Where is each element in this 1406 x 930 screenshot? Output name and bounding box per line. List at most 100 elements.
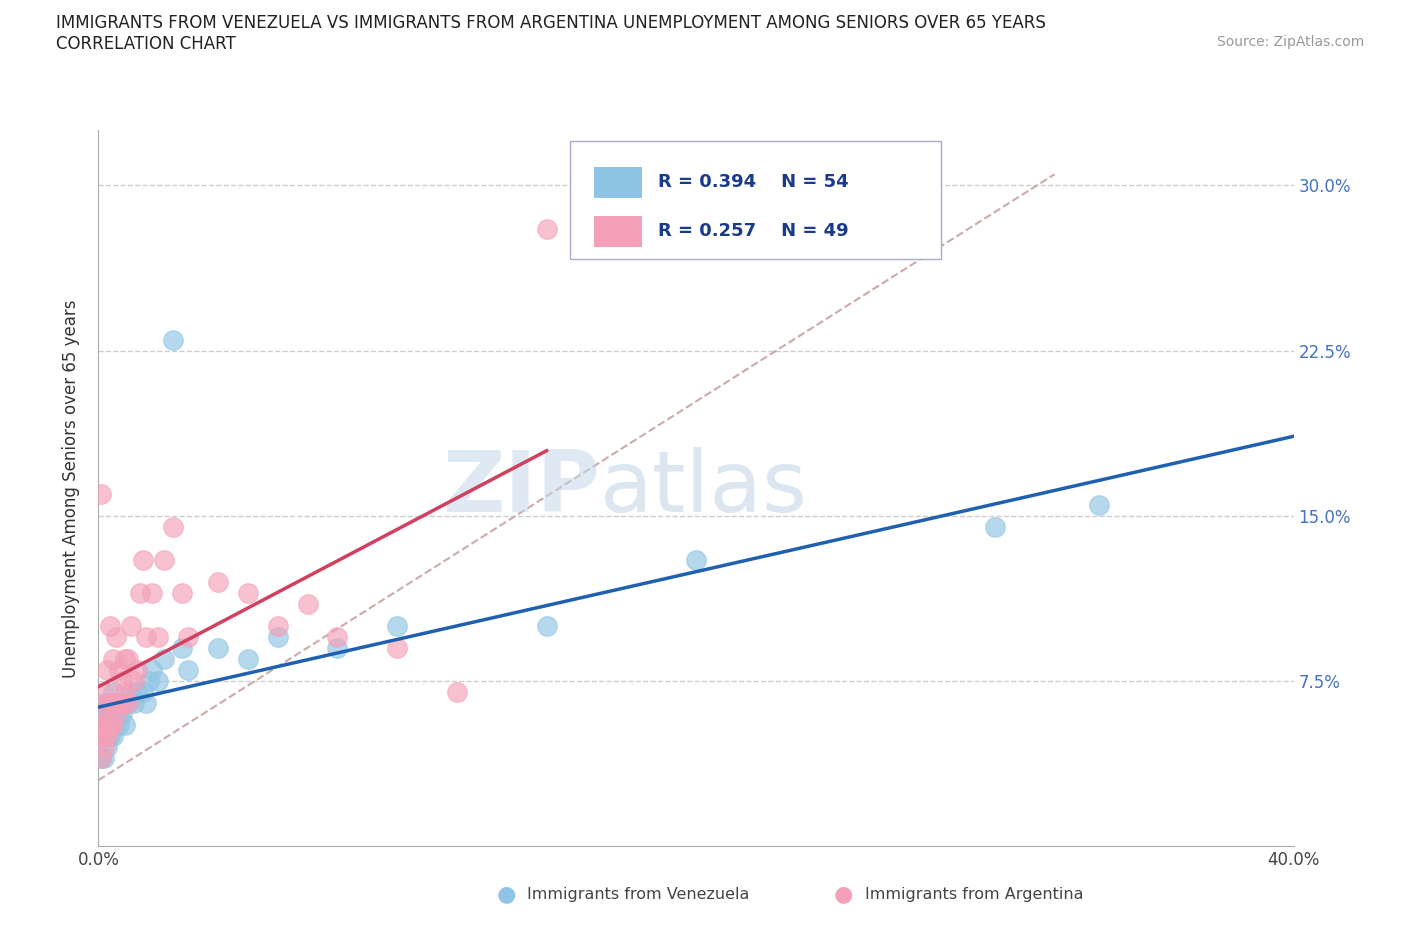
Point [90,718,112,733]
Point [172,641,194,656]
Point [127,684,149,699]
Point [162,519,184,534]
Point [90,729,112,744]
Point [153,552,176,567]
FancyBboxPatch shape [571,141,941,259]
Point [114,652,136,667]
Text: Immigrants from Argentina: Immigrants from Argentina [865,887,1083,902]
Point [148,673,170,688]
Text: Source: ZipAtlas.com: Source: ZipAtlas.com [1216,35,1364,49]
Point [105,696,128,711]
Point [124,673,146,688]
Point [93,707,115,722]
Text: atlas: atlas [600,446,808,530]
Point [207,641,229,656]
Point [120,618,142,633]
Text: IMMIGRANTS FROM VENEZUELA VS IMMIGRANTS FROM ARGENTINA UNEMPLOYMENT AMONG SENIOR: IMMIGRANTS FROM VENEZUELA VS IMMIGRANTS … [56,14,1046,32]
Text: ZIP: ZIP [443,446,600,530]
Point [103,718,125,733]
Point [100,729,122,744]
Point [96,718,118,733]
Point [124,696,146,711]
Point [177,662,200,677]
Point [103,696,125,711]
Point [105,707,128,722]
Point [162,332,184,347]
Point [100,707,122,722]
Point [93,739,115,754]
Point [117,696,139,711]
Point [93,718,115,733]
Point [117,652,139,667]
Point [90,729,112,744]
Y-axis label: Unemployment Among Seniors over 65 years: Unemployment Among Seniors over 65 years [62,299,80,677]
Point [114,684,136,699]
Point [177,630,200,644]
Text: CORRELATION CHART: CORRELATION CHART [56,35,236,53]
Point [96,729,118,744]
Point [96,662,118,677]
Point [93,729,115,744]
Point [103,707,125,722]
Point [446,684,468,699]
Point [117,696,139,711]
Point [96,707,118,722]
Point [207,575,229,590]
Point [103,729,125,744]
Point [108,718,131,733]
Point [685,552,707,567]
Point [93,684,115,699]
Text: Immigrants from Venezuela: Immigrants from Venezuela [527,887,749,902]
Point [108,696,131,711]
Point [105,630,128,644]
Point [132,684,155,699]
Point [96,696,118,711]
Point [90,718,112,733]
Point [111,707,134,722]
Point [267,618,290,633]
Point [236,652,259,667]
Point [385,641,409,656]
Point [90,707,112,722]
Point [267,630,290,644]
Point [93,751,115,765]
Point [100,718,122,733]
Point [132,552,155,567]
Point [135,696,157,711]
Text: R = 0.257    N = 49: R = 0.257 N = 49 [658,222,848,240]
Point [148,630,170,644]
Point [120,684,142,699]
Point [236,586,259,601]
Point [93,707,115,722]
Point [103,718,125,733]
Point [536,618,558,633]
Point [105,696,128,711]
Point [114,696,136,711]
Text: ●: ● [496,884,516,905]
Point [108,696,131,711]
Point [153,652,176,667]
Point [536,222,558,237]
Point [100,696,122,711]
Text: R = 0.394    N = 54: R = 0.394 N = 54 [658,173,848,192]
Point [326,630,349,644]
Point [90,486,112,501]
Point [108,707,131,722]
Point [96,718,118,733]
Point [100,718,122,733]
Point [103,684,125,699]
Point [111,673,134,688]
Point [111,696,134,711]
Point [141,662,163,677]
Point [90,751,112,765]
Point [100,696,122,711]
Point [93,729,115,744]
Point [103,652,125,667]
Point [111,696,134,711]
FancyBboxPatch shape [595,166,643,198]
Point [93,696,115,711]
Point [385,618,409,633]
Point [90,751,112,765]
Point [96,739,118,754]
Point [114,718,136,733]
